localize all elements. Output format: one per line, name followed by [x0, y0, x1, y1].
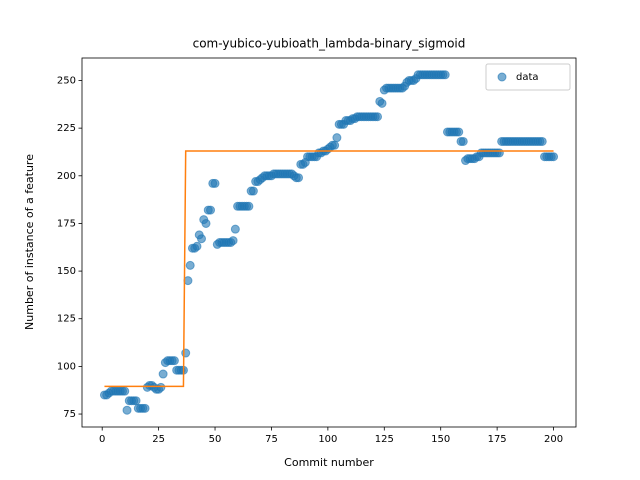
- data-point: [201, 218, 211, 228]
- plot-frame: [81, 57, 577, 428]
- x-tick-label: 50: [209, 434, 222, 445]
- legend-label: data: [516, 72, 539, 83]
- data-point: [230, 224, 240, 234]
- y-tick-label: 125: [57, 314, 76, 325]
- y-axis-label: Number of instance of a feature: [23, 154, 36, 330]
- data-point: [181, 348, 191, 358]
- x-tick-label: 125: [375, 434, 394, 445]
- y-tick-label: 225: [57, 123, 76, 134]
- data-point: [332, 133, 342, 143]
- x-tick-label: 200: [544, 434, 563, 445]
- x-axis-label: Commit number: [284, 456, 374, 469]
- data-point: [122, 405, 132, 415]
- x-tick-label: 75: [265, 434, 278, 445]
- y-tick-label: 250: [57, 75, 76, 86]
- data-point: [458, 136, 468, 146]
- data-point: [140, 403, 150, 413]
- x-tick-label: 25: [152, 434, 165, 445]
- data-point: [373, 112, 383, 122]
- data-point: [206, 205, 216, 215]
- data-point: [196, 234, 206, 244]
- data-point: [440, 70, 450, 80]
- legend-marker: [497, 72, 507, 82]
- legend-box: [485, 63, 571, 91]
- data-point: [377, 98, 387, 108]
- x-tick-label: 0: [99, 434, 105, 445]
- data-point: [185, 260, 195, 270]
- data-point: [244, 201, 254, 211]
- data-point: [120, 386, 130, 396]
- data-point: [156, 382, 166, 392]
- data-point: [294, 173, 304, 183]
- data-point: [248, 186, 258, 196]
- y-tick-label: 200: [57, 171, 76, 182]
- y-tick-label: 150: [57, 266, 76, 277]
- data-point: [537, 136, 547, 146]
- data-point: [131, 396, 141, 406]
- y-tick-label: 100: [57, 361, 76, 372]
- data-point: [169, 356, 179, 366]
- data-point: [454, 127, 464, 137]
- chart-title: com-yubico-yubioath_lambda-binary_sigmoi…: [193, 37, 466, 51]
- x-tick-label: 175: [488, 434, 507, 445]
- y-tick-label: 175: [57, 218, 76, 229]
- x-tick-label: 100: [318, 434, 337, 445]
- x-tick-label: 150: [431, 434, 450, 445]
- data-point: [192, 241, 202, 251]
- data-point: [549, 152, 559, 162]
- data-point: [330, 140, 340, 150]
- data-point: [210, 178, 220, 188]
- data-point: [158, 369, 168, 379]
- fit-line: [104, 150, 554, 388]
- y-tick-label: 75: [63, 409, 76, 420]
- data-point: [228, 236, 238, 246]
- data-point: [494, 148, 504, 158]
